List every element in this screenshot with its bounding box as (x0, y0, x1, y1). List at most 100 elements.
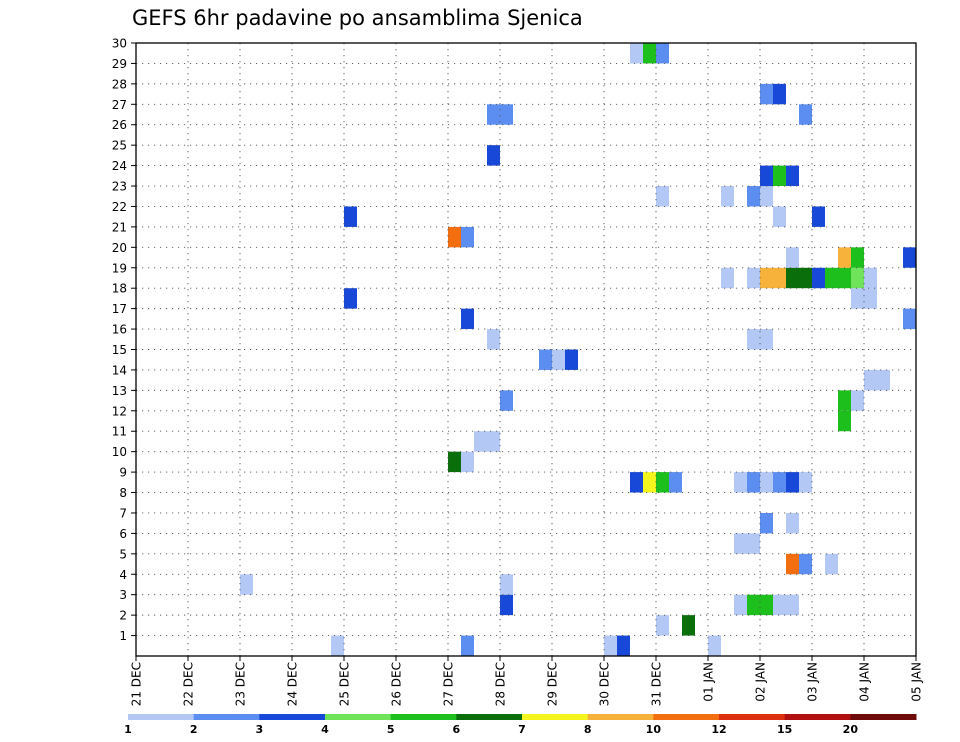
legend-label: 2 (190, 723, 198, 736)
y-tick-label: 15 (112, 343, 127, 357)
legend-swatch (653, 714, 720, 720)
heatmap-cell (487, 329, 500, 350)
heatmap-cell (656, 186, 669, 207)
y-tick-label: 12 (112, 404, 127, 418)
heatmap-cell (539, 349, 552, 370)
chart-title: GEFS 6hr padavine po ansamblima Sjenica (132, 6, 583, 30)
y-tick-label: 5 (119, 547, 127, 561)
x-tick-label: 22 DEC (182, 662, 196, 706)
legend-label: 7 (518, 723, 526, 736)
y-tick-label: 8 (119, 486, 127, 500)
y-tick-label: 21 (112, 220, 127, 234)
heatmap-cell (448, 226, 461, 248)
legend-swatch (128, 714, 195, 720)
legend-label: 4 (321, 723, 329, 736)
y-tick-label: 20 (112, 241, 127, 255)
heatmap-cell (669, 472, 682, 493)
heatmap-cell (903, 308, 916, 330)
y-tick-label: 27 (112, 98, 127, 112)
y-tick-label: 25 (112, 139, 127, 153)
x-tick-label: 24 DEC (286, 662, 300, 706)
heatmap-cell (812, 267, 825, 289)
y-tick-label: 1 (119, 629, 127, 643)
legend-label: 6 (453, 723, 461, 736)
y-tick-label: 28 (112, 77, 127, 91)
heatmap-cell (682, 615, 695, 636)
grid-lines (136, 42, 916, 656)
x-tick-label: 26 DEC (390, 662, 404, 706)
heatmap-cell (747, 472, 760, 493)
heatmap-cell (760, 267, 773, 289)
heatmap-cell (734, 472, 747, 493)
y-tick-label: 2 (119, 609, 127, 623)
heatmap-cell (851, 390, 864, 411)
x-tick-label: 29 DEC (546, 662, 560, 706)
y-tick-label: 4 (119, 568, 127, 582)
heatmap-cell (461, 635, 474, 656)
heatmap-cell (838, 390, 851, 411)
x-tick-label: 03 JAN (806, 662, 820, 702)
y-tick-label: 19 (112, 261, 127, 275)
heatmap-cell (773, 267, 786, 289)
legend-swatch (259, 714, 326, 720)
heatmap-cell (630, 43, 643, 64)
heatmap-cell (734, 533, 747, 554)
heatmap-cell (877, 369, 890, 391)
heatmap-cell (773, 83, 786, 105)
heatmap-cell (760, 512, 773, 534)
heatmap-cell (864, 267, 877, 289)
heatmap-cell (773, 594, 786, 616)
color-legend: 1 2 3 4 5 6 7 8 10 12 15 20 (124, 714, 917, 736)
heatmap-cell (760, 186, 773, 207)
heatmap-cell (903, 247, 916, 268)
heatmap-cell (656, 472, 669, 493)
heatmap-cell (708, 635, 721, 656)
x-tick-label: 27 DEC (442, 662, 456, 706)
heatmap-cell (721, 267, 734, 289)
x-tick-label: 30 DEC (598, 662, 612, 706)
heatmap-cell (474, 431, 487, 452)
y-tick-label: 17 (112, 302, 127, 316)
x-tick-label: 01 JAN (702, 662, 716, 702)
heatmap-cell (773, 165, 786, 187)
heatmap-cell (864, 369, 877, 391)
heatmap-cell (786, 165, 799, 187)
y-axis: 1234567891011121314151617181920212223242… (112, 37, 136, 643)
legend-label: 20 (843, 723, 859, 736)
heatmap-cell (500, 594, 513, 616)
x-tick-label: 25 DEC (338, 662, 352, 706)
heatmap-cell (851, 288, 864, 309)
heatmap-cell (760, 83, 773, 105)
heatmap-cell (786, 247, 799, 268)
heatmap-cell (656, 43, 669, 64)
y-tick-label: 6 (119, 527, 127, 541)
heatmap-cell (799, 104, 812, 125)
y-tick-label: 14 (112, 363, 127, 377)
y-tick-label: 7 (119, 506, 127, 520)
heatmap-cell (760, 329, 773, 350)
heatmap-cell (773, 206, 786, 227)
heatmap-cell (838, 247, 851, 268)
y-tick-label: 9 (119, 466, 127, 480)
heatmap-cell (760, 594, 773, 616)
heatmap-cell (552, 349, 565, 370)
legend-swatch (719, 714, 786, 720)
x-tick-label: 02 JAN (754, 662, 768, 702)
heatmap-cell (604, 635, 617, 656)
x-tick-label: 28 DEC (494, 662, 508, 706)
heatmap-cell (864, 288, 877, 309)
heatmap-cell (786, 553, 799, 575)
legend-label: 5 (387, 723, 395, 736)
heatmap-cell (786, 512, 799, 534)
heatmap-cell (344, 288, 357, 309)
heatmap-cells (240, 43, 916, 656)
heatmap-cell (825, 267, 838, 289)
y-tick-label: 22 (112, 200, 127, 214)
heatmap-cell (461, 226, 474, 248)
heatmap-cell (643, 472, 656, 493)
heatmap-cell (565, 349, 578, 370)
heatmap-cell (721, 186, 734, 207)
legend-swatch (325, 714, 392, 720)
heatmap-cell (747, 267, 760, 289)
